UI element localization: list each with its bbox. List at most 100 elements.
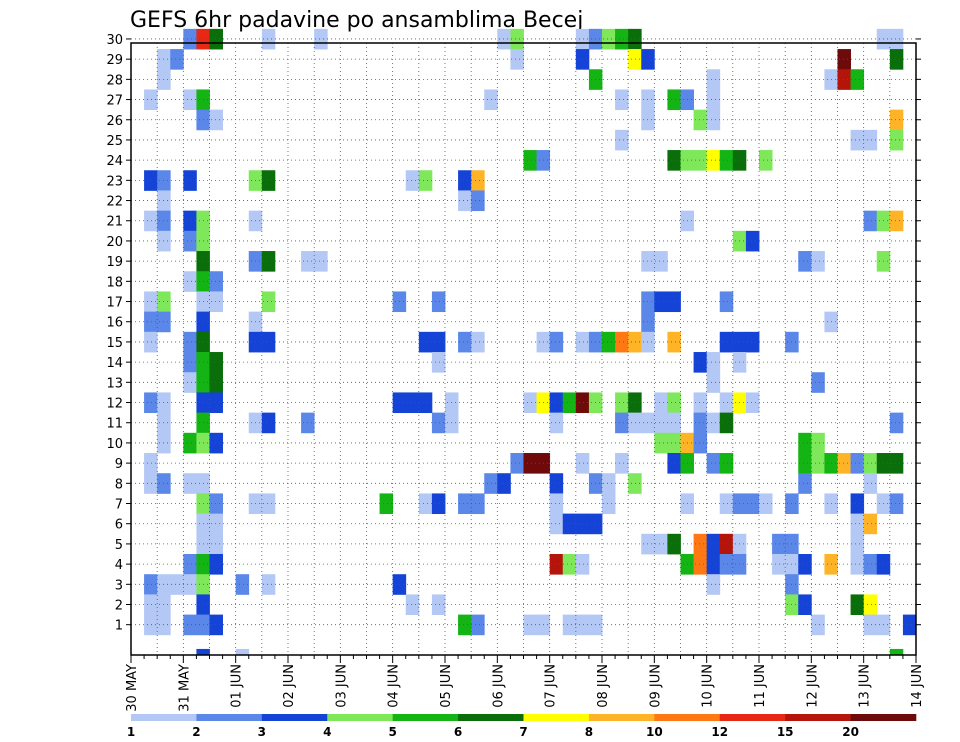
heatmap-cell bbox=[144, 594, 158, 616]
heatmap-cell bbox=[471, 190, 485, 212]
legend-swatch bbox=[785, 714, 851, 721]
heatmap-cell bbox=[889, 493, 904, 515]
heatmap-cell bbox=[209, 109, 223, 131]
y-tick-label: 30 bbox=[106, 33, 123, 48]
heatmap-cell bbox=[314, 28, 328, 50]
heatmap-cell bbox=[209, 513, 223, 535]
heatmap-cell bbox=[144, 331, 158, 353]
y-tick-label: 26 bbox=[106, 114, 123, 129]
heatmap-cell bbox=[889, 28, 904, 50]
heatmap-cell bbox=[209, 533, 223, 555]
heatmap-cell bbox=[144, 473, 158, 494]
heatmap-cell bbox=[693, 109, 708, 131]
x-tick-label: 01 JUN bbox=[230, 664, 245, 708]
heatmap-cell bbox=[144, 614, 158, 636]
heatmap-cell bbox=[667, 392, 681, 414]
heatmap-cell bbox=[261, 170, 276, 191]
heatmap-cell bbox=[667, 533, 681, 555]
legend-swatch bbox=[654, 714, 721, 721]
x-tick-label: 30 MAY bbox=[125, 664, 140, 712]
legend-label: 6 bbox=[454, 725, 462, 739]
x-tick-label: 06 JUN bbox=[491, 664, 506, 708]
x-tick-label: 08 JUN bbox=[596, 664, 611, 708]
heatmap-cell bbox=[183, 230, 197, 252]
heatmap-cell bbox=[628, 392, 642, 414]
heatmap-cell bbox=[628, 473, 642, 494]
heatmap-cell bbox=[431, 352, 446, 373]
heatmap-cell bbox=[575, 392, 590, 414]
heatmap-cell bbox=[811, 432, 825, 454]
heatmap-cell bbox=[144, 392, 158, 414]
heatmap-cell bbox=[667, 150, 681, 171]
heatmap-cell bbox=[693, 432, 708, 454]
heatmap-cell bbox=[562, 554, 577, 575]
heatmap-cell bbox=[261, 291, 276, 313]
heatmap-cell bbox=[575, 513, 590, 535]
heatmap-cell bbox=[484, 473, 498, 494]
heatmap-cell bbox=[719, 453, 734, 474]
heatmap-cell bbox=[863, 614, 878, 636]
heatmap-cell bbox=[615, 89, 629, 111]
heatmap-cell bbox=[811, 453, 825, 474]
heatmap-cell bbox=[209, 493, 223, 515]
heatmap-cell bbox=[575, 49, 590, 70]
heatmap-cell bbox=[654, 291, 668, 313]
heatmap-cell bbox=[431, 291, 446, 313]
heatmap-cell bbox=[235, 648, 250, 656]
heatmap-cell bbox=[811, 372, 825, 393]
y-tick-label: 18 bbox=[106, 275, 123, 290]
heatmap-cell bbox=[798, 453, 812, 474]
heatmap-cell bbox=[575, 554, 590, 575]
legend-label: 5 bbox=[388, 725, 396, 739]
heatmap-cell bbox=[523, 392, 537, 414]
heatmap-cell bbox=[183, 210, 197, 232]
heatmap-cell bbox=[209, 554, 223, 575]
heatmap-cell bbox=[706, 89, 721, 111]
y-tick-label: 7 bbox=[115, 498, 123, 513]
heatmap-cell bbox=[183, 352, 197, 373]
heatmap-cell bbox=[719, 493, 734, 515]
heatmap-cell bbox=[405, 594, 420, 616]
x-tick-label: 13 JUN bbox=[858, 664, 873, 708]
heatmap-cell bbox=[889, 49, 904, 70]
heatmap-cell bbox=[706, 352, 721, 373]
heatmap-cell bbox=[706, 412, 721, 434]
heatmap-cell bbox=[510, 49, 524, 70]
heatmap-cell bbox=[497, 473, 511, 494]
y-tick-label: 12 bbox=[106, 397, 123, 412]
heatmap-cell bbox=[523, 614, 537, 636]
heatmap-cell bbox=[523, 150, 537, 171]
legend-swatch bbox=[523, 714, 590, 721]
heatmap-cell bbox=[575, 453, 590, 474]
heatmap-cell bbox=[798, 432, 812, 454]
heatmap-cell bbox=[209, 614, 223, 636]
legend-swatch bbox=[392, 714, 459, 721]
heatmap-cell bbox=[850, 69, 865, 90]
y-tick-label: 6 bbox=[115, 518, 123, 533]
x-tick-label: 05 JUN bbox=[439, 664, 454, 708]
heatmap-cell bbox=[209, 352, 223, 373]
heatmap-cell bbox=[549, 412, 564, 434]
heatmap-cell bbox=[602, 331, 616, 353]
heatmap-cell bbox=[458, 170, 472, 191]
heatmap-cell bbox=[850, 129, 865, 151]
heatmap-cell bbox=[798, 251, 812, 272]
heatmap-cell bbox=[745, 493, 760, 515]
legend-swatch bbox=[458, 714, 524, 721]
heatmap-cell bbox=[850, 493, 865, 515]
legend-label: 7 bbox=[519, 725, 527, 739]
heatmap-cell bbox=[693, 150, 708, 171]
heatmap-cell bbox=[693, 392, 708, 414]
y-axis: 1234567891011121314151617181920212223242… bbox=[106, 33, 921, 634]
heatmap-cell bbox=[471, 493, 485, 515]
heatmap-cell bbox=[405, 392, 420, 414]
heatmap-cell bbox=[667, 331, 681, 353]
heatmap-cell bbox=[745, 392, 760, 414]
legend-swatch bbox=[719, 714, 786, 721]
y-tick-label: 14 bbox=[106, 356, 123, 371]
y-tick-label: 24 bbox=[106, 154, 123, 169]
heatmap-cell bbox=[811, 614, 825, 636]
x-tick-label: 09 JUN bbox=[648, 664, 663, 708]
heatmap-cell bbox=[654, 412, 668, 434]
y-tick-label: 22 bbox=[106, 195, 123, 210]
